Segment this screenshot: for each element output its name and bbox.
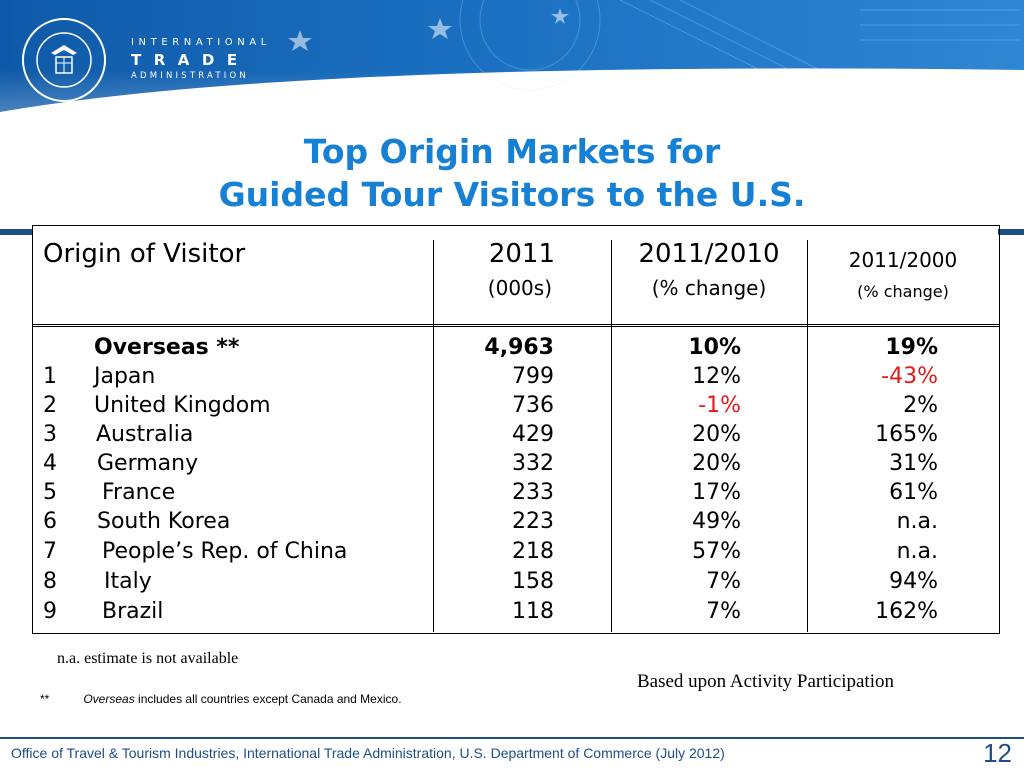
- ita-line-international: INTERNATIONAL: [131, 37, 271, 48]
- row-change-2010: 12%: [692, 364, 741, 389]
- row-rank: 4: [43, 451, 57, 476]
- row-change-2010: 20%: [692, 451, 741, 476]
- page-number: 12: [983, 738, 1012, 768]
- row-rank: 9: [43, 599, 57, 624]
- row-country: Italy: [104, 569, 152, 594]
- row-country: Brazil: [102, 599, 164, 624]
- row-change-2010: 57%: [692, 539, 741, 564]
- slide-title-line2: Guided Tour Visitors to the U.S.: [218, 175, 806, 214]
- row-country: France: [102, 480, 176, 505]
- row-2011: 429: [512, 422, 554, 447]
- row-country: South Korea: [97, 509, 231, 534]
- row-change-2000: 2%: [903, 393, 938, 418]
- slide-title-line1: Top Origin Markets for: [303, 132, 721, 171]
- row-rank: 5: [43, 480, 57, 505]
- row-rank: 8: [43, 569, 57, 594]
- row-rank: 3: [43, 422, 57, 447]
- basis-note-text: Based upon Activity Participation: [637, 671, 894, 692]
- row-rank: 1: [43, 364, 57, 389]
- row-change-2010: 7%: [706, 599, 741, 624]
- row-change-2000: 162%: [875, 599, 938, 624]
- footer-text: Office of Travel & Tourism Industries, I…: [11, 745, 725, 761]
- footnote-text: includes all countries except Canada and…: [134, 692, 402, 706]
- footnote-emphasis: Overseas: [83, 692, 135, 706]
- column-divider: [611, 240, 612, 632]
- row-2011: 118: [512, 599, 554, 624]
- row-2011: 332: [512, 451, 554, 476]
- row-change-2000: 31%: [889, 451, 938, 476]
- column-header-2011-2000: 2011/2000: [848, 248, 958, 272]
- row-rank: 2: [43, 393, 57, 418]
- row-change-2000: 61%: [889, 480, 938, 505]
- row-change-2000: 165%: [875, 422, 938, 447]
- row-change-2010: 7%: [706, 569, 741, 594]
- total-2011: 4,963: [484, 335, 554, 360]
- slide-title: Top Origin Markets for Guided Tour Visit…: [0, 130, 1024, 216]
- column-header-2011: 2011: [488, 239, 555, 269]
- header-banner: INTERNATIONAL TRADE ADMINISTRATION: [0, 0, 1024, 132]
- accent-bar-right: [998, 229, 1024, 235]
- row-2011: 736: [512, 393, 554, 418]
- row-change-2010: -1%: [698, 393, 741, 418]
- row-country: Germany: [97, 451, 199, 476]
- column-subheader-2011-2010: (% change): [651, 276, 767, 300]
- commerce-seal-icon: [22, 18, 106, 102]
- row-2011: 223: [512, 509, 554, 534]
- row-rank: 6: [43, 509, 57, 534]
- banner-background: [0, 0, 1024, 132]
- column-subheader-2011-2000: (% change): [857, 282, 949, 301]
- row-2011: 218: [512, 539, 554, 564]
- row-change-2000: 94%: [889, 569, 938, 594]
- row-2011: 799: [512, 364, 554, 389]
- column-header-2011-2010: 2011/2010: [638, 239, 780, 269]
- origin-markets-table: Origin of Visitor 2011 (000s) 2011/2010 …: [32, 225, 1000, 634]
- row-change-2010: 49%: [692, 509, 741, 534]
- row-2011: 233: [512, 480, 554, 505]
- header-separator: [33, 326, 999, 327]
- row-country: United Kingdom: [94, 393, 271, 418]
- total-change-2010: 10%: [688, 335, 741, 360]
- na-note: n.a. estimate is not available: [57, 650, 239, 667]
- footer-rule: [0, 737, 1024, 739]
- row-change-2010: 17%: [692, 480, 741, 505]
- ita-line-trade: TRADE: [131, 51, 250, 69]
- ita-wordmark: INTERNATIONAL TRADE ADMINISTRATION: [131, 37, 271, 81]
- footnote-mark: **: [40, 692, 50, 706]
- row-change-2010: 20%: [692, 422, 741, 447]
- column-subheader-2011: (000s): [487, 276, 552, 300]
- row-change-2000: n.a.: [896, 539, 938, 564]
- header-separator: [33, 324, 999, 325]
- column-divider: [433, 240, 434, 632]
- ita-line-administration: ADMINISTRATION: [131, 71, 249, 81]
- total-label: Overseas **: [94, 335, 240, 360]
- row-country: People’s Rep. of China: [102, 539, 348, 564]
- row-2011: 158: [512, 569, 554, 594]
- footnote: ** Overseas includes all countries except…: [40, 692, 402, 706]
- row-change-2000: n.a.: [896, 509, 938, 534]
- column-header-origin: Origin of Visitor: [43, 239, 246, 269]
- basis-note: Based upon Activity Participation: [637, 671, 894, 693]
- row-rank: 7: [43, 539, 57, 564]
- row-country: Australia: [96, 422, 194, 447]
- accent-bar-left: [0, 229, 32, 235]
- row-country: Japan: [94, 364, 156, 389]
- column-divider: [807, 240, 808, 632]
- row-change-2000: -43%: [881, 364, 938, 389]
- total-change-2000: 19%: [885, 335, 938, 360]
